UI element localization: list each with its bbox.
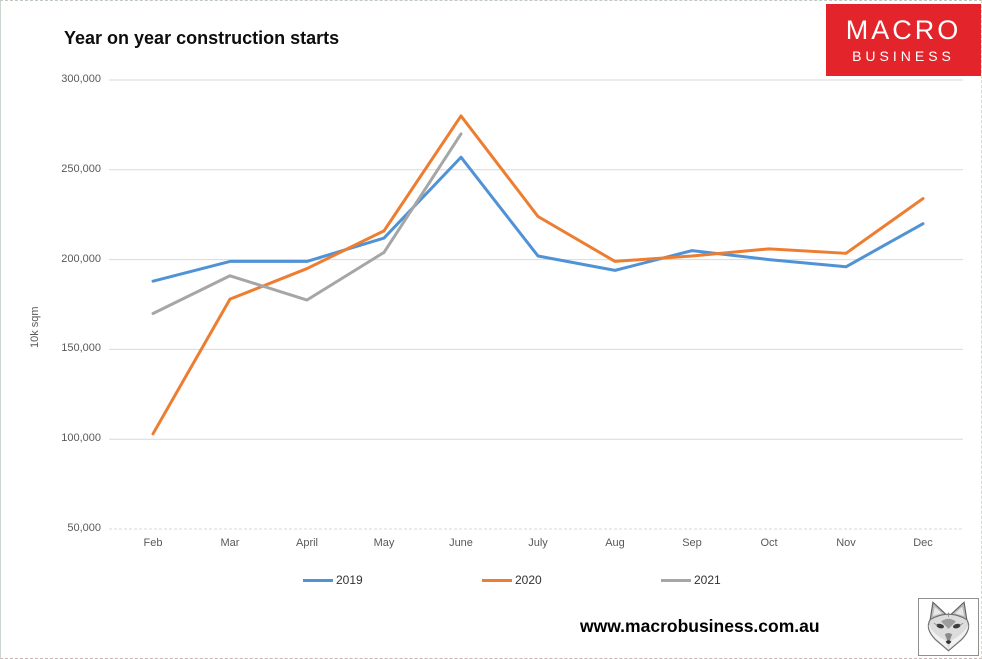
legend-label: 2021	[694, 573, 721, 587]
legend-swatch	[303, 578, 333, 582]
footer-url: www.macrobusiness.com.au	[580, 616, 820, 636]
x-tick-label: May	[373, 537, 395, 549]
logo-text-macro: MACRO	[845, 15, 962, 45]
logo-text-business: BUSINESS	[852, 48, 955, 64]
series-line-2019	[151, 155, 925, 283]
legend-swatch	[482, 578, 512, 582]
legend-label: 2020	[515, 573, 542, 587]
macrobusiness-logo: MACRO BUSINESS	[826, 4, 981, 76]
legend-item-2020: 2020	[482, 573, 542, 587]
y-tick-label: 250,000	[61, 162, 101, 175]
x-tick-label: June	[449, 537, 473, 549]
y-tick-label: 100,000	[61, 432, 101, 445]
legend-label: 2019	[336, 573, 363, 587]
series-line-2020	[151, 114, 925, 436]
x-tick-label: Oct	[760, 537, 778, 549]
y-axis-title: 10k sqm	[29, 306, 41, 348]
y-tick-label: 200,000	[61, 252, 101, 265]
x-tick-label: Nov	[836, 537, 856, 549]
chart-title: Year on year construction starts	[64, 28, 340, 48]
y-tick-label: 300,000	[61, 73, 101, 85]
x-tick-label: Sep	[682, 537, 702, 549]
legend-item-2021: 2021	[661, 573, 721, 587]
legend-item-2019: 2019	[303, 573, 363, 587]
y-tick-label: 50,000	[67, 522, 101, 534]
x-tick-label: April	[295, 537, 318, 549]
x-tick-label: Mar	[220, 537, 240, 549]
x-tick-label: Feb	[143, 537, 163, 549]
x-tick-label: Aug	[605, 537, 625, 549]
fox-head-sketch-drawing	[927, 601, 970, 652]
fox-head-sketch-icon	[918, 598, 979, 656]
y-tick-label: 150,000	[61, 342, 101, 355]
x-tick-label: Dec	[913, 537, 933, 549]
series-line-2021	[151, 132, 463, 315]
x-tick-label: July	[528, 537, 548, 549]
legend-swatch	[661, 578, 691, 582]
